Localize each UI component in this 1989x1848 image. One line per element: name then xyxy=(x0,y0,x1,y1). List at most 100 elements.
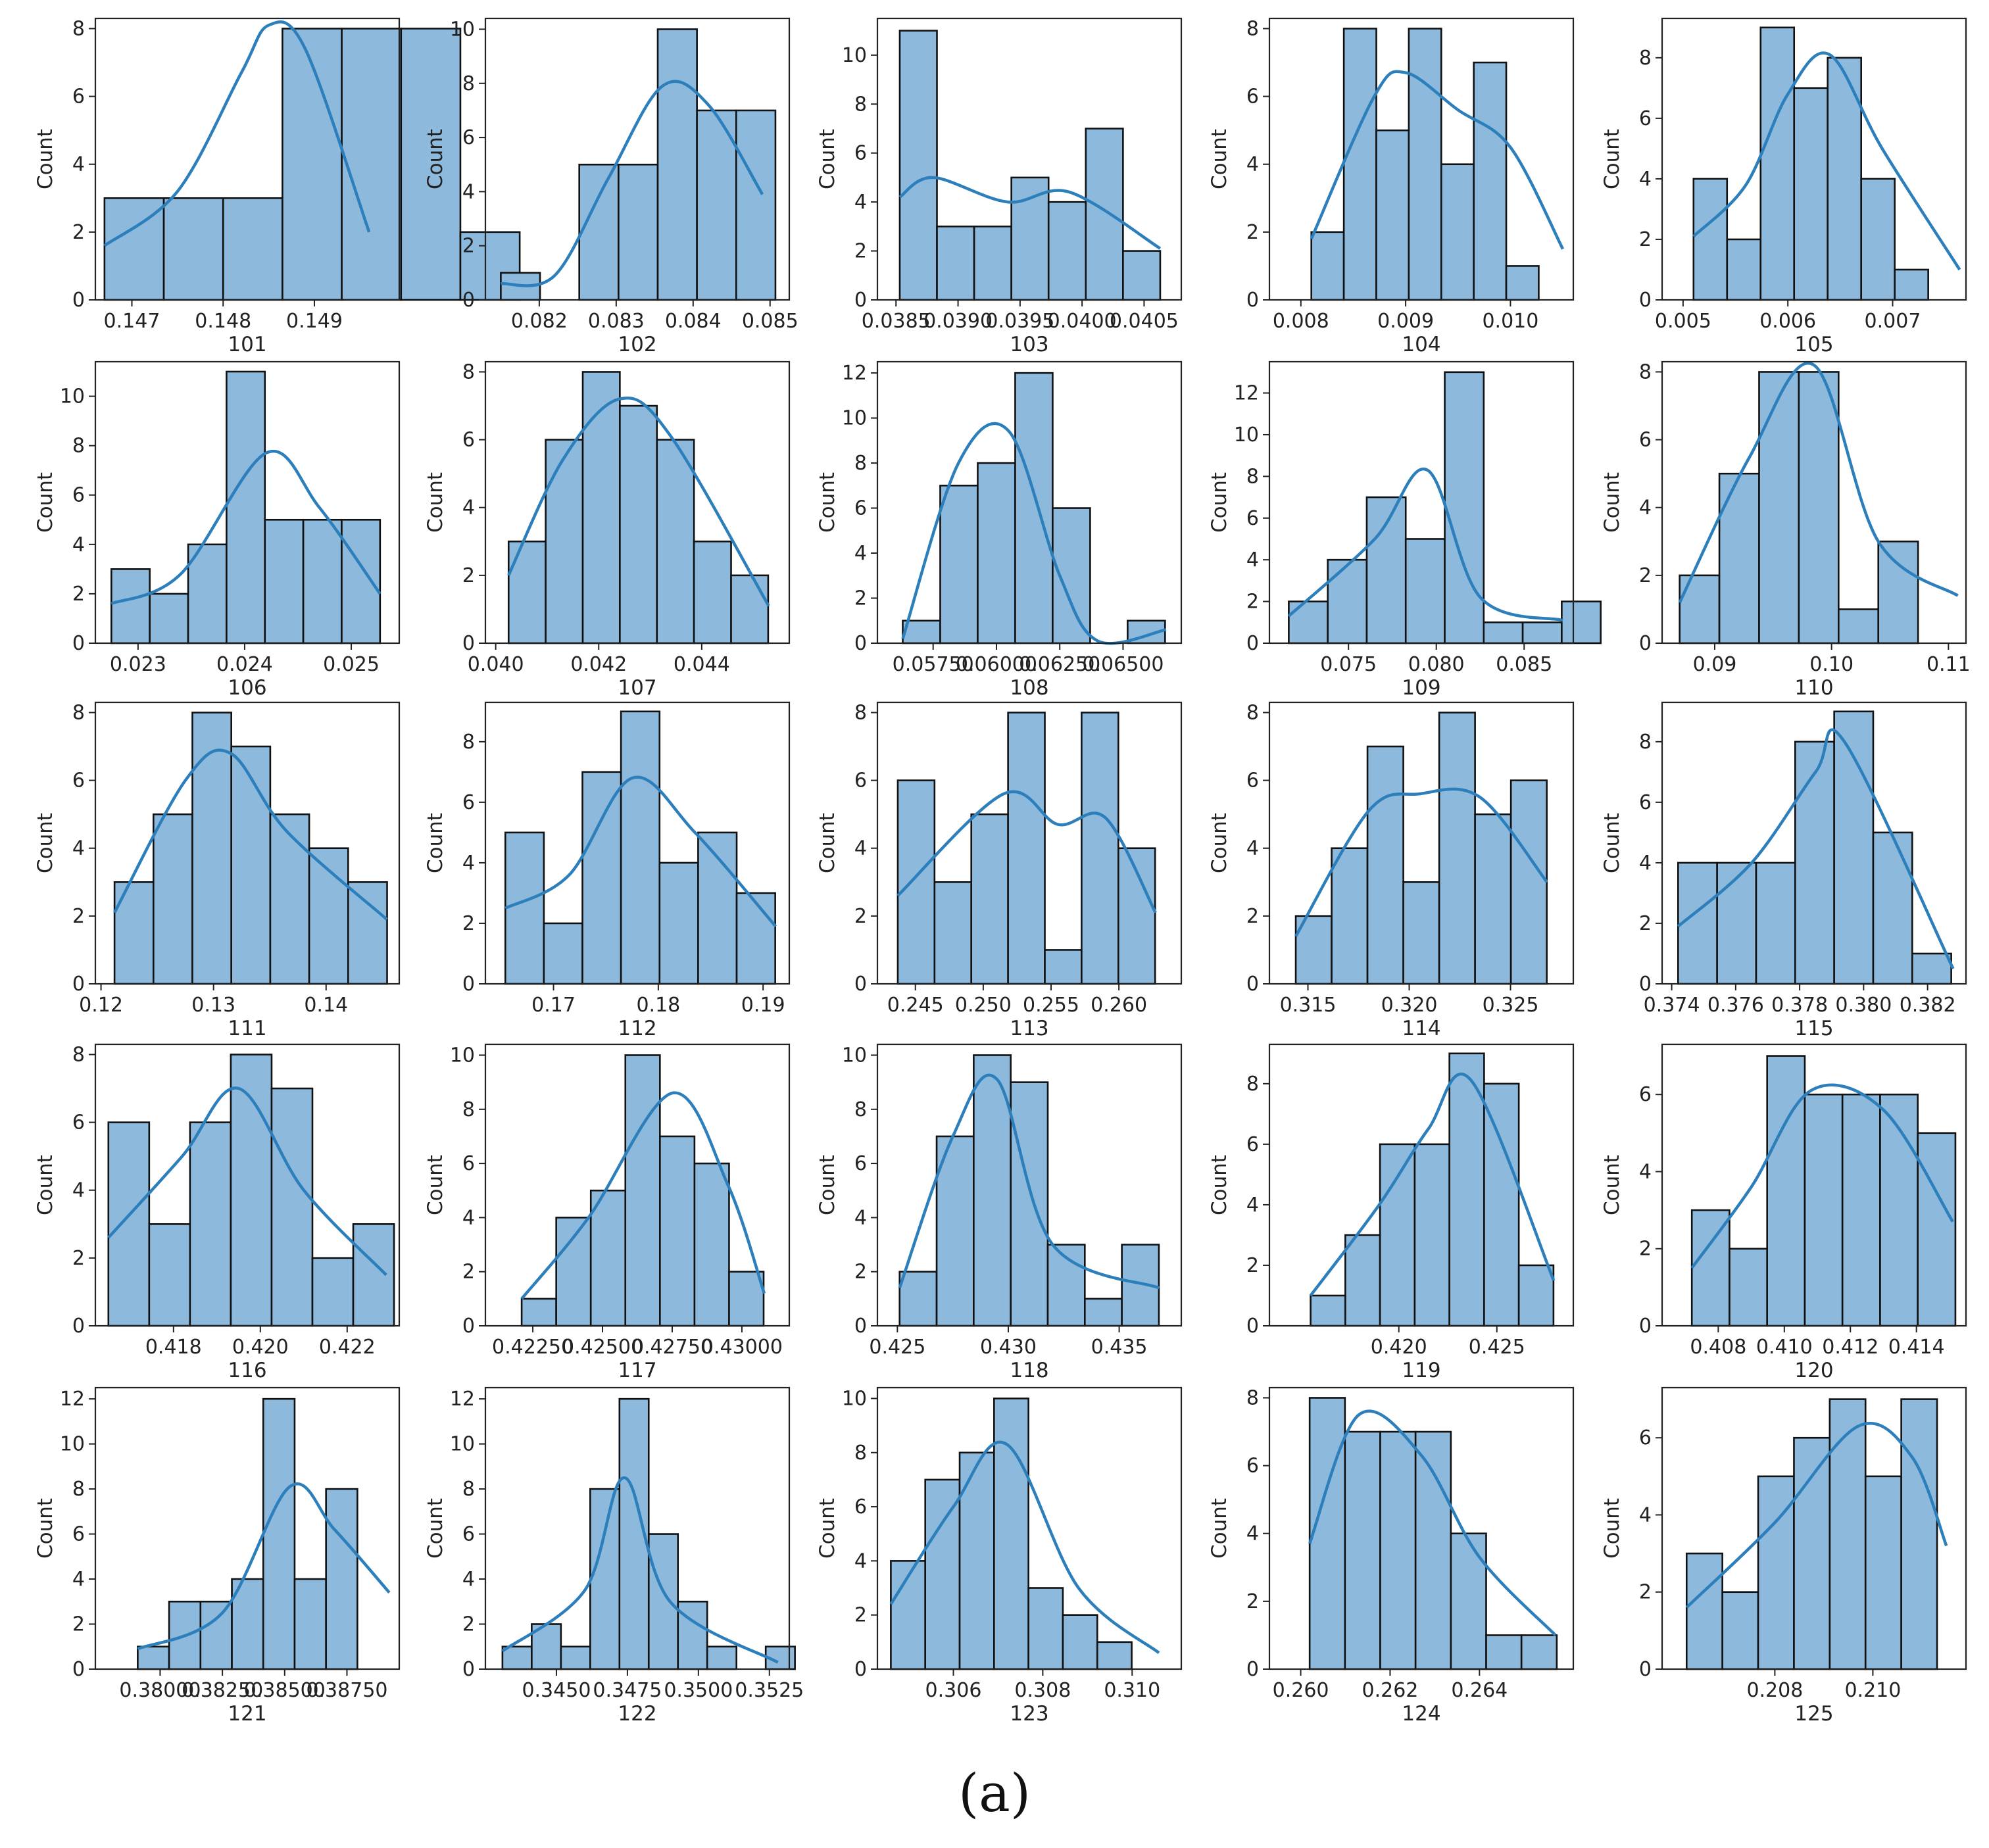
histogram-bar xyxy=(1521,621,1563,644)
y-tick-label: 2 xyxy=(462,1261,475,1284)
y-tick-label: 4 xyxy=(72,533,85,556)
y-tick-label: 0 xyxy=(854,289,867,312)
x-tick-label: 0.418 xyxy=(145,1336,202,1359)
histogram-bar xyxy=(1010,1081,1049,1327)
y-tick-label: 0 xyxy=(72,632,85,655)
histogram-bar xyxy=(1414,1430,1452,1670)
x-tick-label: 0.422 xyxy=(319,1336,376,1359)
histogram-panel-110: 0 2 4 6 8 0.09 0.10 0.11 110 Count xyxy=(1600,360,1971,700)
x-tick-label: 0.264 xyxy=(1451,1679,1508,1702)
histogram-bar xyxy=(191,712,233,985)
kde-line xyxy=(113,748,388,921)
histogram-bar xyxy=(113,881,155,985)
kde-line xyxy=(1685,1421,1948,1609)
histogram-panel-113: 0 2 4 6 8 0.245 0.250 0.255 0.260 113 Count xyxy=(816,701,1183,1040)
histogram-panel-101: 0 2 4 6 8 0.147 0.148 0.149 101 Count xyxy=(34,17,521,356)
histogram-bar xyxy=(110,568,151,644)
x-tick-label: 0.42250 xyxy=(492,1336,574,1359)
histogram-bar xyxy=(924,1478,961,1670)
y-axis-label: Count xyxy=(424,813,447,873)
x-tick-label: 0.315 xyxy=(1280,994,1337,1017)
y-tick-label: 4 xyxy=(72,1179,85,1202)
y-tick-label: 8 xyxy=(1639,360,1652,383)
y-tick-label: 6 xyxy=(462,1152,475,1175)
y-axis-label: Count xyxy=(1208,813,1231,873)
y-tick-label: 6 xyxy=(72,769,85,792)
y-axis-label: Count xyxy=(34,129,57,189)
histogram-bar xyxy=(1450,1532,1487,1670)
y-tick-label: 0 xyxy=(1246,632,1259,655)
x-tick-label: 0.082 xyxy=(511,310,568,333)
histogram-bar xyxy=(1879,1093,1919,1327)
x-tick-label: 0.006 xyxy=(1759,310,1816,333)
y-tick-label: 0 xyxy=(854,1315,867,1338)
histogram-bar xyxy=(933,881,973,985)
y-tick-label: 0 xyxy=(72,973,85,996)
y-tick-label: 8 xyxy=(72,1043,85,1066)
x-tick-label: 0.262 xyxy=(1362,1679,1418,1702)
x-axis-label: 106 xyxy=(228,676,266,700)
x-tick-label: 0.260 xyxy=(1273,1679,1329,1702)
x-tick-label: 0.3525 xyxy=(735,1679,804,1702)
x-tick-label: 0.06250 xyxy=(1019,653,1100,676)
y-tick-label: 10 xyxy=(450,1433,475,1456)
histogram-bar xyxy=(1726,238,1762,301)
histogram-bar xyxy=(1310,1294,1346,1327)
histogram-bar xyxy=(1864,1475,1902,1670)
histogram-bar xyxy=(1413,1143,1450,1327)
y-tick-label: 2 xyxy=(854,587,867,610)
y-tick-label: 10 xyxy=(450,1044,475,1067)
kde-line xyxy=(110,450,381,606)
y-tick-label: 0 xyxy=(1639,632,1652,655)
histogram-bar xyxy=(1440,163,1475,301)
x-tick-label: 0.008 xyxy=(1273,310,1329,333)
x-tick-label: 0.310 xyxy=(1104,1679,1160,1702)
histogram-bar xyxy=(507,541,547,644)
y-tick-label: 0 xyxy=(72,1658,85,1681)
x-axis-label: 107 xyxy=(618,676,656,700)
histogram-bar xyxy=(1331,847,1369,985)
histogram-bar xyxy=(1520,1634,1558,1670)
histogram-bar xyxy=(1062,1614,1098,1670)
y-tick-label: 6 xyxy=(462,791,475,814)
histogram-bar xyxy=(619,404,658,644)
histogram-bar xyxy=(1408,28,1442,301)
y-tick-label: 6 xyxy=(462,1523,475,1546)
histogram-panel-116: 0 2 4 6 8 0.418 0.420 0.422 116 Count xyxy=(34,1043,401,1382)
x-tick-label: 0.0385 xyxy=(862,310,931,333)
y-tick-label: 0 xyxy=(1246,289,1259,312)
histogram-bar xyxy=(1510,779,1548,985)
y-tick-label: 4 xyxy=(462,497,475,520)
y-tick-label: 0 xyxy=(462,632,475,655)
y-axis-label: Count xyxy=(34,1498,57,1559)
histogram-bar xyxy=(1561,600,1602,644)
x-axis-label: 110 xyxy=(1794,676,1833,700)
y-tick-label: 0 xyxy=(1639,973,1652,996)
y-tick-label: 8 xyxy=(1246,1073,1259,1096)
histogram-bar xyxy=(152,813,193,985)
y-tick-label: 6 xyxy=(854,497,867,520)
histogram-bar xyxy=(1084,1298,1123,1327)
histogram-bar xyxy=(1379,1430,1417,1670)
histogram-bar xyxy=(1044,949,1083,985)
x-tick-label: 0.13 xyxy=(191,994,235,1017)
y-axis-label: Count xyxy=(816,129,839,189)
y-tick-label: 8 xyxy=(72,701,85,724)
plot-frame xyxy=(484,1386,791,1670)
histogram-bar xyxy=(1344,1430,1381,1670)
x-tick-label: 0.210 xyxy=(1844,1679,1901,1702)
y-tick-label: 4 xyxy=(72,153,85,176)
histogram-bar xyxy=(936,226,975,301)
plot-frame xyxy=(1661,701,1967,985)
x-tick-label: 0.19 xyxy=(741,994,785,1017)
y-tick-label: 10 xyxy=(842,1387,867,1410)
histogram-bar xyxy=(1366,745,1404,985)
y-tick-label: 8 xyxy=(854,452,867,475)
x-tick-label: 0.085 xyxy=(742,310,798,333)
plot-frame xyxy=(1268,1386,1575,1670)
y-tick-label: 0 xyxy=(1246,973,1259,996)
histogram-bar xyxy=(1911,952,1952,985)
histogram-bar xyxy=(1483,1082,1520,1327)
histogram-bar xyxy=(693,541,732,644)
